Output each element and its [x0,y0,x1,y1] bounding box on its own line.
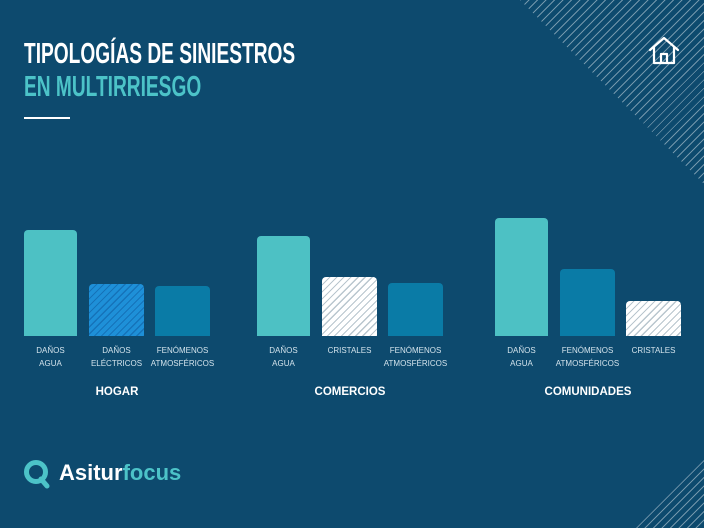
bar-label-comunidades-danos-agua: DAÑOS AGUA [481,344,562,370]
bar-label-comercios-cristales: CRISTALES [308,344,391,357]
bar-label-line: DAÑOS [102,346,131,355]
chart-title-line-1: TIPOLOGÍAS DE SINIESTROS [24,38,296,70]
bar-label-line: CRISTALES [327,346,372,355]
bar-label-line: DAÑOS [36,346,65,355]
group-label-hogar: HOGAR [95,386,139,398]
decorative-stripes-top-right [520,0,704,184]
bar-label-comercios-danos-agua: DAÑOS AGUA [243,344,324,370]
bar-label-line: AGUA [510,359,533,368]
bar-label-line: ATMOSFÉRICOS [555,359,620,368]
bar-label-comercios-fenomenos-atmosfericos: FENÓMENOS ATMOSFÉRICOS [374,344,457,370]
chart-title-line-2: EN MULTIRRIESGO [24,71,202,103]
bar-label-line: DAÑOS [269,346,298,355]
bar-label-line: ATMOSFÉRICOS [150,359,215,368]
bar-label-line: DAÑOS [507,346,536,355]
bar-hogar-fenomenos-atmosfericos [155,286,210,336]
bar-comunidades-danos-agua [495,218,548,336]
brand-name-part-2: focus [122,460,182,485]
bar-label-hogar-fenomenos-atmosfericos: FENÓMENOS ATMOSFÉRICOS [141,344,224,370]
bar-label-comunidades-fenomenos-atmosfericos: FENÓMENOS ATMOSFÉRICOS [546,344,629,370]
bar-comercios-fenomenos-atmosfericos [388,282,443,336]
group-label-comercios: COMERCIOS [314,386,386,398]
brand-name-part-1: Asitur [59,460,123,485]
group-label-comunidades: COMUNIDADES [544,386,632,398]
title-underline [24,117,70,119]
bar-hogar-danos-agua [24,229,77,336]
bar-hogar-danos-electricos [89,284,144,336]
home-icon[interactable] [648,35,680,67]
bar-comercios-danos-agua [257,235,310,336]
bar-label-line: AGUA [39,359,62,368]
bar-label-line: ATMOSFÉRICOS [383,359,448,368]
bar-label-comunidades-cristales: CRISTALES [612,344,695,357]
bar-comunidades-cristales [626,300,681,336]
bar-label-hogar-danos-electricos: DAÑOS ELÉCTRICOS [75,344,158,370]
bar-label-line: CRISTALES [631,346,676,355]
bar-label-line: FENÓMENOS [561,346,614,355]
bar-label-line: FENÓMENOS [156,346,209,355]
bar-label-line: ELÉCTRICOS [90,359,143,368]
decorative-stripes-bottom-right [636,460,704,528]
magnifier-q-icon [22,459,52,489]
bar-comunidades-fenomenos-atmosfericos [560,268,615,336]
brand-logo-text: Asiturfocus [59,462,181,484]
bar-label-hogar-danos-agua: DAÑOS AGUA [10,344,91,370]
bar-comercios-cristales [322,277,377,336]
bar-label-line: FENÓMENOS [389,346,442,355]
bar-label-line: AGUA [272,359,295,368]
